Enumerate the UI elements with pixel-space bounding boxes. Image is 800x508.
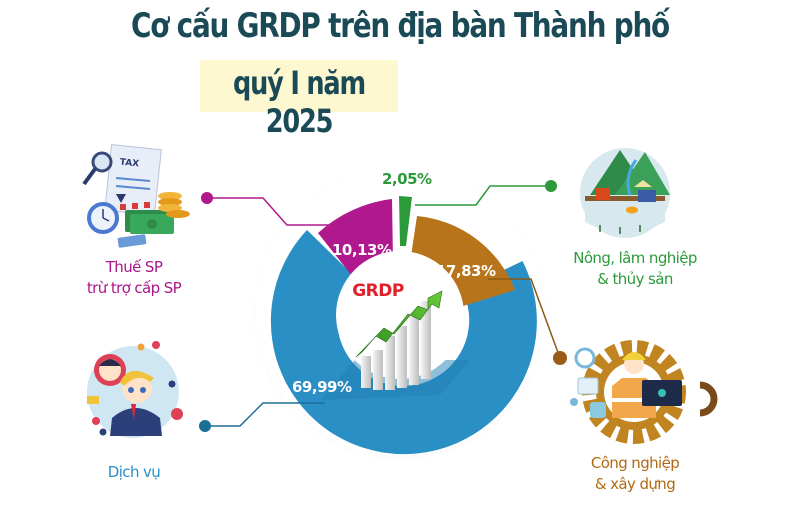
subtitle-highlight — [200, 60, 398, 112]
label-services: Dịch vụ — [64, 462, 204, 483]
connector-agriculture — [415, 180, 557, 206]
connector-taxes — [201, 192, 345, 226]
tax-document-money-icon: TAX — [82, 144, 190, 248]
label-agriculture: Nông, lâm nghiệp & thủy sản — [550, 248, 720, 290]
label-agriculture-line1: Nông, lâm nghiệp — [573, 249, 697, 267]
label-industry-line2: & xây dựng — [594, 475, 676, 493]
page-subtitle: quý I năm 2025 — [233, 64, 366, 140]
svg-text:TAX: TAX — [119, 158, 139, 170]
label-taxes-line1: Thuế SP — [105, 258, 163, 276]
connector-industry — [488, 278, 567, 365]
value-industry: 17,83% — [436, 262, 496, 280]
farmers-rice-field-icon — [580, 148, 670, 238]
value-agriculture: 2,05% — [382, 170, 432, 188]
page-title: Cơ cấu GRDP trên địa bàn Thành phố — [131, 6, 670, 46]
value-services: 69,99% — [292, 378, 352, 396]
center-label: GRDP — [352, 281, 404, 301]
connector-services — [199, 402, 325, 432]
donut-center — [336, 251, 464, 379]
value-taxes: 10,13% — [332, 241, 392, 259]
label-services-line1: Dịch vụ — [107, 463, 161, 481]
rising-bar-chart-arrow-icon — [355, 290, 443, 390]
label-taxes-line2: trừ trợ cấp SP — [86, 279, 182, 297]
label-taxes: Thuế SP trừ trợ cấp SP — [64, 257, 204, 299]
segment-agriculture[interactable] — [399, 196, 412, 246]
engineer-gear-icon — [570, 340, 718, 444]
label-industry: Công nghiệp & xây dựng — [560, 453, 710, 495]
customer-service-agent-icon — [87, 341, 183, 438]
label-industry-line1: Công nghiệp — [590, 454, 680, 472]
label-agriculture-line2: & thủy sản — [597, 270, 673, 288]
